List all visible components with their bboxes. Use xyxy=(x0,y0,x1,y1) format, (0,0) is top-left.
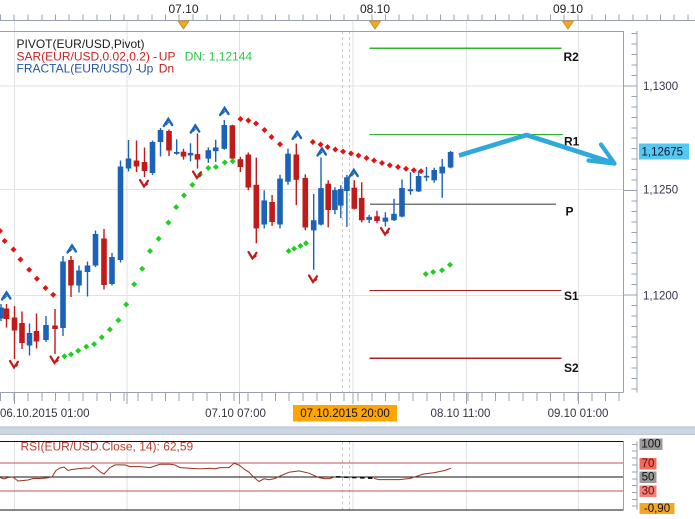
svg-text:DN: 1,12144: DN: 1,12144 xyxy=(185,50,253,64)
svg-text:07.10 07:00: 07.10 07:00 xyxy=(205,408,266,420)
svg-text:1,1250: 1,1250 xyxy=(643,185,678,197)
svg-text:P: P xyxy=(566,205,574,219)
svg-text:R2: R2 xyxy=(564,50,580,64)
svg-text:UP: UP xyxy=(159,50,176,64)
svg-text:Up: Up xyxy=(138,62,154,76)
svg-text:09.10 01:00: 09.10 01:00 xyxy=(548,408,609,420)
svg-text:1,1300: 1,1300 xyxy=(643,81,678,93)
svg-text:50: 50 xyxy=(642,472,655,484)
svg-text:09.10: 09.10 xyxy=(553,2,583,16)
svg-text:Dn: Dn xyxy=(159,62,174,76)
svg-text:-0,90: -0,90 xyxy=(644,503,670,514)
svg-text:30: 30 xyxy=(642,486,655,498)
svg-text:S2: S2 xyxy=(564,361,579,375)
svg-text:FRACTAL(EUR/USD) -: FRACTAL(EUR/USD) - xyxy=(17,62,140,76)
svg-text:08.10 11:00: 08.10 11:00 xyxy=(431,408,491,420)
svg-text:RSI(EUR/USD.Close, 14): 62,59: RSI(EUR/USD.Close, 14): 62,59 xyxy=(21,440,194,454)
svg-text:07.10: 07.10 xyxy=(168,2,198,16)
svg-text:08.10: 08.10 xyxy=(360,2,390,16)
svg-text:PIVOT(EUR/USD,Pivot): PIVOT(EUR/USD,Pivot) xyxy=(17,37,145,51)
svg-text:R1: R1 xyxy=(564,135,580,149)
svg-text:07.10.2015 20:00: 07.10.2015 20:00 xyxy=(300,408,390,420)
svg-text:1,1200: 1,1200 xyxy=(643,291,678,303)
svg-text:100: 100 xyxy=(641,439,660,451)
svg-text:06.10.2015 01:00: 06.10.2015 01:00 xyxy=(0,408,90,420)
svg-text:70: 70 xyxy=(642,458,655,470)
svg-text:SAR(EUR/USD,0.02,0.2) -: SAR(EUR/USD,0.02,0.2) - xyxy=(17,50,158,64)
svg-text:S1: S1 xyxy=(564,289,579,303)
svg-text:1,12675: 1,12675 xyxy=(642,147,684,159)
